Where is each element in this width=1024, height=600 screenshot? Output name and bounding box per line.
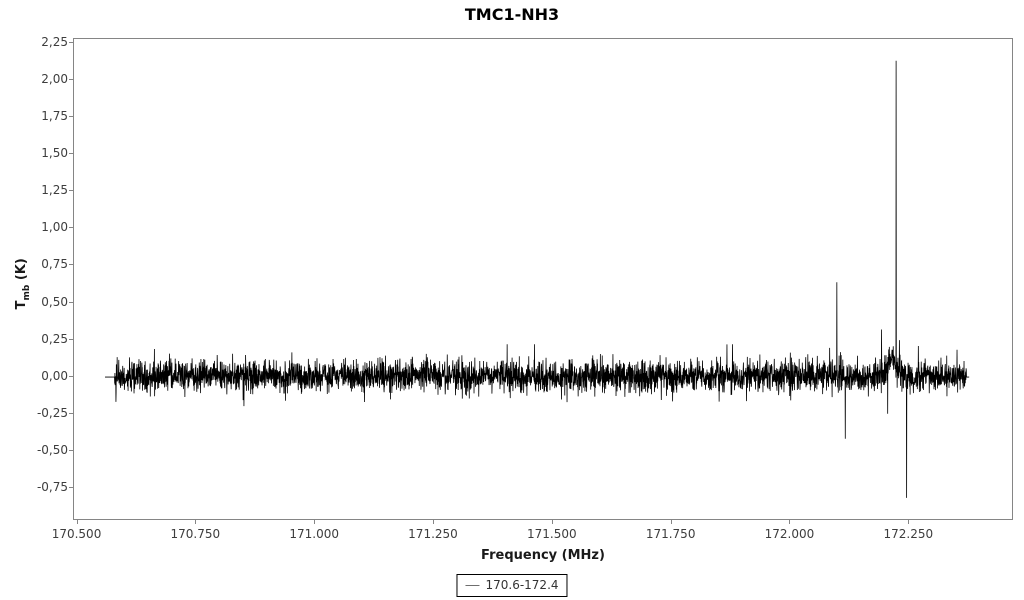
y-axis-tick-mark bbox=[69, 264, 73, 266]
x-axis-tick-mark bbox=[314, 520, 316, 524]
y-axis-tick-mark bbox=[69, 338, 73, 340]
x-axis-tick-mark bbox=[432, 520, 434, 524]
x-axis-tick-mark bbox=[195, 520, 197, 524]
legend-box: 170.6-172.4 bbox=[456, 574, 568, 597]
y-axis-tick-label: -0,50 bbox=[36, 442, 68, 457]
y-axis-tick-label: 1,50 bbox=[41, 146, 68, 161]
y-axis-tick-label: -0,25 bbox=[36, 405, 68, 420]
y-axis-tick-mark bbox=[69, 42, 73, 43]
x-axis-tick-mark bbox=[670, 520, 672, 524]
chart-title: TMC1-NH3 bbox=[464, 5, 560, 24]
legend-line-sample-icon bbox=[465, 585, 480, 586]
y-axis-tick-label: 0,00 bbox=[41, 368, 68, 383]
y-axis-tick-label: 1,25 bbox=[41, 183, 68, 198]
x-axis-tick-mark bbox=[76, 520, 78, 524]
y-axis-tick-label: -0,75 bbox=[36, 479, 68, 494]
y-axis-tick-label: 2,00 bbox=[41, 72, 68, 87]
y-axis-tick-mark bbox=[69, 79, 73, 81]
y-axis-tick-mark bbox=[69, 190, 73, 192]
x-axis-tick-mark bbox=[551, 520, 553, 524]
y-axis-tick-label: 1,75 bbox=[41, 109, 68, 124]
y-axis-tick-mark bbox=[69, 301, 73, 303]
legend-label: 170.6-172.4 bbox=[485, 578, 559, 592]
y-axis-tick-label: 2,25 bbox=[41, 35, 68, 49]
x-axis-tick-label: 172.000 bbox=[764, 527, 815, 541]
plot-area[interactable] bbox=[73, 38, 1013, 520]
y-axis-tick-label: 0,25 bbox=[41, 331, 68, 346]
y-axis-tick-label: 0,75 bbox=[41, 257, 68, 272]
y-axis-tick-mark bbox=[69, 486, 73, 488]
y-axis-tick-mark bbox=[69, 412, 73, 414]
x-axis-tick-mark bbox=[789, 520, 791, 524]
x-axis-tick-label: 170.750 bbox=[170, 527, 221, 541]
spectrum-line bbox=[105, 60, 970, 498]
y-axis-tick-mark bbox=[69, 227, 73, 229]
y-axis-tick-label: 1,00 bbox=[41, 220, 68, 235]
x-axis-tick-label: 170.500 bbox=[51, 527, 102, 541]
y-axis-tick-label: 0,50 bbox=[41, 294, 68, 309]
x-axis-tick-label: 171.750 bbox=[645, 527, 696, 541]
y-axis-tick-mark bbox=[69, 116, 73, 118]
x-axis-tick-label: 171.000 bbox=[289, 527, 339, 541]
x-axis-tick-label: 171.500 bbox=[527, 527, 577, 541]
y-axis-tick-mark bbox=[69, 153, 73, 155]
x-axis-label: Frequency (MHz) bbox=[481, 548, 605, 563]
x-axis-tick-label: 172.250 bbox=[883, 527, 934, 541]
y-axis-tick-mark bbox=[69, 449, 73, 451]
spectrum-canvas[interactable] bbox=[74, 39, 1012, 519]
y-axis-label: Tmb (K) bbox=[14, 258, 32, 310]
y-axis-tick-mark bbox=[69, 375, 73, 377]
x-axis-tick-mark bbox=[908, 520, 910, 524]
x-axis-tick-label: 171.250 bbox=[408, 527, 458, 541]
